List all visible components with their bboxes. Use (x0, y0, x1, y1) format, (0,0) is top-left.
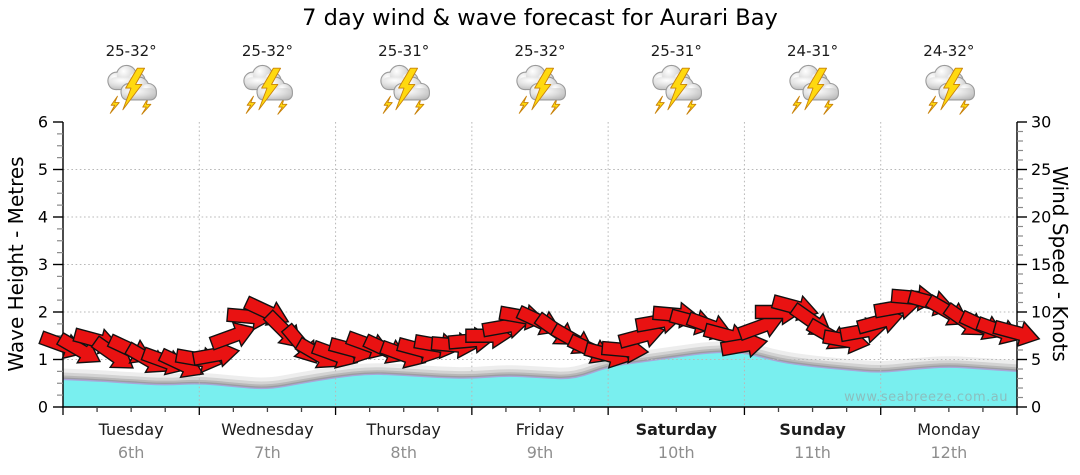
day-date-label: 9th (526, 443, 554, 462)
day-name-label: Tuesday (98, 420, 164, 439)
day-date-label: 10th (657, 443, 695, 462)
temp-range-label: 25-31° (650, 42, 702, 60)
lightning-bolt-icon (531, 67, 554, 111)
left-axis-tick-label: 0 (38, 398, 48, 417)
small-lightning-icon (655, 95, 665, 114)
weather-icon-slot (103, 63, 159, 115)
lightning-bolt-icon (395, 67, 418, 111)
lightning-bolt-icon (667, 67, 691, 111)
right-axis-label: Wind Speed - Knots (1048, 166, 1072, 362)
weather-icon-slot (921, 63, 977, 115)
watermark: www.seabreeze.com.au (844, 390, 1008, 405)
thunderstorm-icon (107, 64, 158, 115)
right-axis-tick-label: 10 (1031, 303, 1051, 322)
small-lightning-icon (927, 95, 938, 114)
temp-range-label: 25-31° (378, 42, 430, 60)
wave-top-line (62, 351, 1018, 390)
day-date-label: 6th (117, 443, 145, 462)
day-date-label: 11th (794, 443, 831, 462)
wind-arrow (992, 319, 1041, 348)
small-lightning-icon (109, 95, 120, 114)
day-name-label: Saturday (635, 420, 717, 439)
small-lightning-icon (277, 97, 288, 115)
day-date-label: 7th (254, 443, 281, 462)
temp-range-label: 25-32° (105, 42, 157, 60)
thunderstorm-icon (380, 64, 430, 115)
chart-title: 7 day wind & wave forecast for Aurari Ba… (302, 5, 778, 31)
day-name-label: Sunday (779, 420, 846, 439)
thunderstorm-icon (516, 64, 566, 115)
right-axis-tick-label: 0 (1031, 398, 1041, 417)
left-axis-tick-label: 3 (38, 255, 48, 274)
right-axis-tick-label: 15 (1031, 255, 1051, 274)
day-name-label: Friday (515, 420, 565, 439)
thunderstorm-icon (652, 64, 703, 115)
left-axis-tick-label: 1 (38, 350, 48, 369)
thunderstorm-icon (788, 64, 839, 115)
small-lightning-icon (959, 97, 970, 115)
wind-arrow (55, 331, 102, 364)
day-name-label: Monday (917, 420, 981, 439)
small-lightning-icon (414, 97, 425, 115)
small-lightning-icon (141, 97, 152, 115)
left-axis-tick-label: 2 (38, 303, 48, 322)
right-axis-tick-label: 5 (1031, 350, 1041, 369)
temp-range-label: 24-31° (787, 42, 839, 60)
temp-range-label: 25-32° (514, 42, 566, 60)
weather-icon-slot (512, 63, 568, 115)
small-lightning-icon (822, 97, 833, 115)
temp-range-label: 24-32° (923, 42, 975, 60)
weather-icon-slot (785, 63, 841, 115)
right-axis-tick-label: 20 (1031, 208, 1051, 227)
day-date-label: 12th (930, 443, 968, 462)
lightning-bolt-icon (803, 67, 827, 111)
small-lightning-icon (686, 97, 697, 115)
lightning-bolt-icon (940, 67, 963, 111)
day-name-label: Wednesday (221, 420, 314, 439)
small-lightning-icon (518, 95, 529, 114)
weather-icon-slot (648, 63, 704, 115)
left-axis-tick-label: 6 (38, 113, 48, 132)
lightning-bolt-icon (122, 67, 146, 111)
thunderstorm-icon (925, 64, 975, 115)
left-axis-tick-label: 5 (38, 160, 48, 179)
wave-height-area (63, 352, 1017, 407)
weather-icon-slot (376, 63, 432, 115)
small-lightning-icon (791, 95, 802, 114)
right-axis-tick-label: 30 (1031, 113, 1051, 132)
right-axis-tick-label: 25 (1031, 160, 1051, 179)
wind-arrow (208, 321, 257, 351)
left-axis-tick-label: 4 (38, 208, 48, 227)
weather-icon-slot (239, 63, 295, 115)
temp-range-label: 25-32° (241, 42, 293, 60)
lightning-bolt-icon (258, 67, 282, 111)
small-lightning-icon (550, 97, 561, 115)
day-name-label: Thursday (366, 420, 441, 439)
day-date-label: 8th (390, 443, 417, 462)
small-lightning-icon (246, 95, 257, 114)
thunderstorm-icon (243, 64, 294, 115)
small-lightning-icon (382, 95, 393, 114)
left-axis-label: Wave Height - Metres (4, 156, 28, 372)
